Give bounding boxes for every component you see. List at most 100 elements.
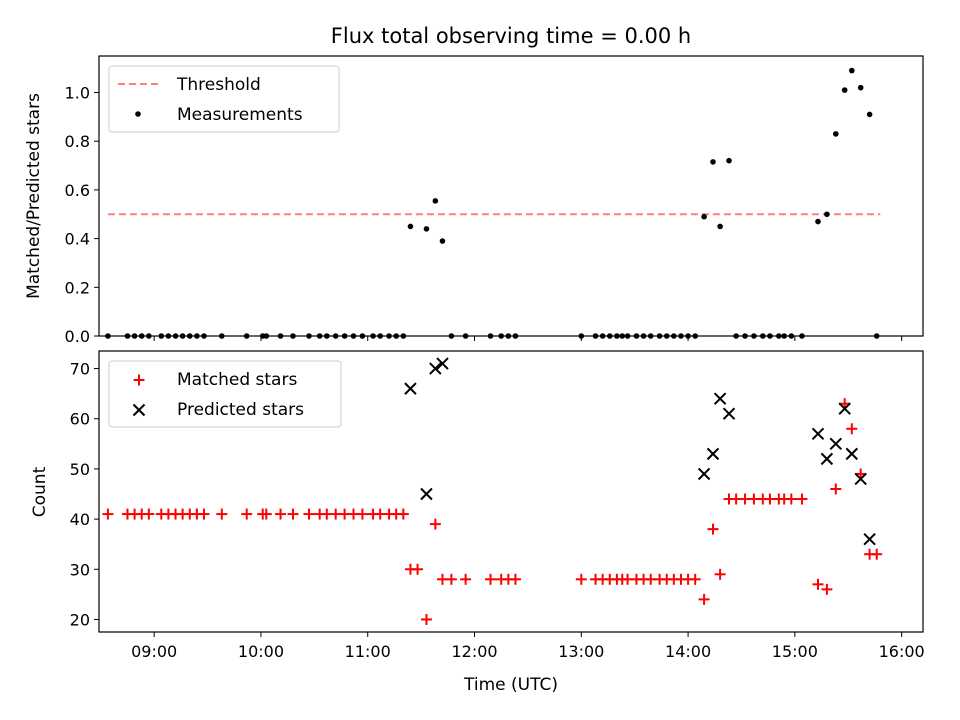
predicted-star-point (404, 382, 417, 395)
predicted-star-point-b (854, 472, 867, 486)
matched-star-point (198, 508, 210, 520)
measurement-point (710, 159, 716, 165)
matched-star-point (216, 508, 228, 520)
predicted-star-point-b (829, 437, 843, 451)
matched-star-point (812, 578, 824, 590)
predicted-star-point-b (722, 407, 736, 420)
measurement-point (432, 198, 439, 204)
measurement-point (407, 223, 414, 230)
measurement-point (857, 84, 864, 91)
matched-legend-label: Matched stars (177, 370, 297, 390)
predicted-star-point (820, 452, 834, 466)
bottom-y-tick-label: 30 (70, 560, 90, 579)
matched-star-point (303, 508, 315, 520)
bottom-y-tick-label: 60 (70, 410, 90, 429)
top-axes-frame (98, 55, 924, 337)
top-y-tick-label: 1.0 (65, 84, 90, 103)
predicted-swatch-mark-b (132, 403, 146, 417)
predicted-star-point-b (713, 392, 727, 405)
predicted-star-point-b (404, 382, 417, 395)
threshold-legend-label: Threshold (176, 75, 261, 95)
measurement-point (439, 238, 446, 244)
predicted-star-point-b (820, 452, 834, 466)
measurements-legend-marker (135, 111, 141, 117)
bottom-legend-box (108, 360, 342, 428)
top-legend: Threshold Measurements (108, 65, 340, 133)
matched-star-point (509, 573, 521, 585)
matched-star-point (287, 508, 299, 520)
matched-star-point (241, 508, 253, 520)
predicted-star-point (420, 487, 433, 501)
predicted-star-point-b (706, 447, 720, 461)
matched-star-point (871, 548, 883, 560)
bottom-x-tick-label: 11:00 (345, 642, 391, 661)
matched-star-point (785, 493, 797, 505)
predicted-star-point (863, 532, 876, 546)
bottom-panel: 20 30 40 50 60 70 09:00 10:00 11:00 12:00 13:00 14:… (30, 350, 925, 695)
predicted-star-point-b (697, 467, 711, 481)
bottom-x-tick-label: 09:00 (131, 642, 177, 661)
bottom-legend: Matched stars Predicted stars (108, 360, 342, 428)
predicted-legend-label: Predicted stars (177, 400, 304, 420)
predicted-star-point-b (863, 532, 876, 546)
measurement-point (849, 67, 855, 74)
matched-star-point (460, 573, 472, 585)
predicted-star-point-b (429, 362, 442, 375)
predicted-star-point (838, 402, 851, 415)
matched-star-point (445, 573, 457, 585)
predicted-star-point (854, 472, 867, 486)
bottom-y-tick-label: 40 (70, 510, 90, 529)
predicted-star-point (429, 362, 442, 375)
predicted-star-point-b (420, 487, 433, 501)
matched-star-point (821, 583, 833, 595)
matched-star-point (397, 508, 409, 520)
predicted-legend-marker (132, 403, 146, 417)
matched-star-point (846, 423, 858, 435)
predicted-star-point (697, 467, 711, 481)
matched-legend-marker (133, 374, 145, 386)
bottom-x-tick-label: 15:00 (772, 642, 818, 661)
measurement-point (423, 226, 430, 232)
measurement-point (701, 213, 707, 220)
matched-star-point (420, 613, 432, 625)
top-y-tick-label: 0.0 (65, 327, 90, 346)
top-plot-area: 0.0 0.2 0.4 0.6 0.8 1.0 (65, 67, 903, 346)
matched-star-point (429, 518, 441, 530)
predicted-star-point-b (845, 447, 859, 461)
predicted-swatch-mark (132, 403, 146, 417)
top-y-axis-label: Matched/Predicted stars (24, 93, 44, 299)
measurements-legend-label: Measurements (177, 105, 303, 125)
bottom-axes-frame (98, 350, 924, 633)
predicted-star-point-b (436, 357, 449, 370)
matched-star-point (412, 563, 424, 575)
matched-star-point (485, 573, 497, 585)
predicted-star-point (811, 427, 825, 441)
predicted-star-point (436, 357, 449, 370)
predicted-star-point-b (811, 427, 825, 441)
measurement-point (717, 223, 723, 230)
predicted-star-point (706, 447, 720, 461)
matched-star-point (143, 508, 155, 520)
bottom-plot-area: 20 30 40 50 60 70 09:00 10:00 11:00 12:00 13:00 14:… (70, 357, 925, 661)
matched-star-point (575, 573, 587, 585)
measurement-point (866, 111, 873, 118)
bottom-x-tick-label: 16:00 (879, 642, 925, 661)
predicted-star-point (713, 392, 727, 405)
matched-star-point (707, 523, 719, 535)
top-chart-title: Flux total observing time = 0.00 h (331, 24, 691, 48)
matched-star-point (714, 568, 726, 580)
matched-star-point (689, 573, 701, 585)
matched-star-point (796, 493, 808, 505)
bottom-x-tick-label: 12:00 (451, 642, 497, 661)
measurement-point (726, 157, 732, 164)
matched-star-point (102, 508, 114, 520)
matched-star-point (830, 483, 842, 495)
top-legend-box (108, 65, 340, 133)
predicted-star-point (845, 447, 859, 461)
measurement-point (841, 87, 848, 93)
top-y-tick-label: 0.2 (65, 278, 90, 297)
top-y-tick-label: 0.4 (65, 230, 90, 249)
x-axis-label: Time (UTC) (463, 675, 558, 695)
matched-star-point (275, 508, 287, 520)
